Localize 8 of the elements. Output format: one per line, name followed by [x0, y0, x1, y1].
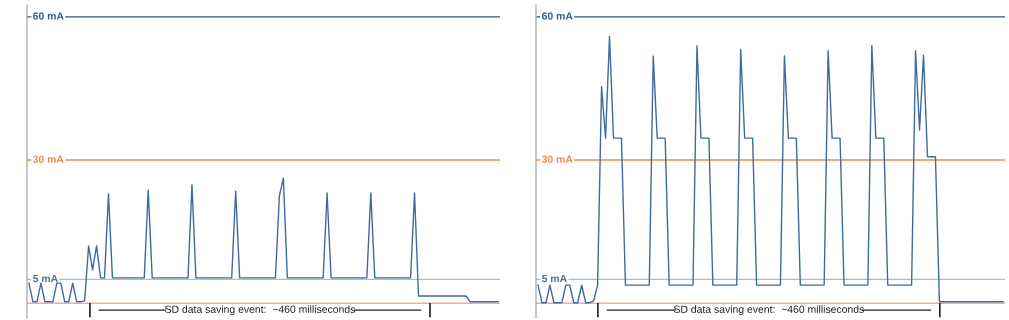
ref-line-label: 30 mA [32, 155, 64, 163]
annotation: SD data saving event: ~460 milliseconds [165, 305, 355, 316]
ref-line-label: 60 mA [542, 12, 573, 20]
ref-line-label: 30 mA [541, 155, 573, 163]
ref-line-label: 5 mA [33, 274, 58, 283]
ref-line-label: 5 mA [541, 274, 567, 283]
annotation: SD data saving event: ~460 milliseconds [673, 305, 864, 316]
ref-line-label: 60 mA [33, 12, 64, 20]
